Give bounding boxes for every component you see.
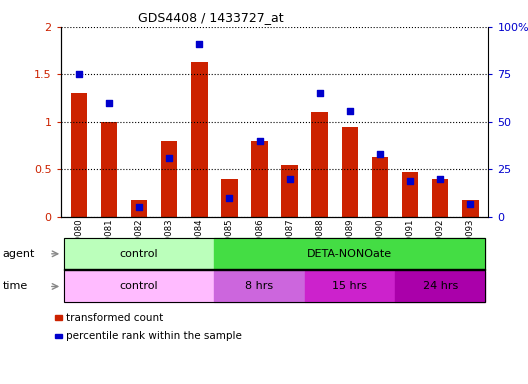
- Text: percentile rank within the sample: percentile rank within the sample: [66, 331, 242, 341]
- Text: 24 hrs: 24 hrs: [422, 281, 458, 291]
- Bar: [101, 122, 117, 217]
- Text: 8 hrs: 8 hrs: [246, 281, 274, 291]
- Bar: [221, 179, 238, 217]
- Point: [135, 204, 143, 210]
- Bar: [191, 62, 208, 217]
- Point: [346, 108, 354, 114]
- Bar: [402, 172, 418, 217]
- Bar: [251, 141, 268, 217]
- Point: [466, 200, 475, 207]
- Bar: [161, 141, 177, 217]
- Bar: [71, 93, 87, 217]
- Bar: [372, 157, 388, 217]
- Point: [225, 195, 233, 201]
- Bar: [432, 179, 448, 217]
- Point: [105, 100, 113, 106]
- Point: [286, 176, 294, 182]
- Text: agent: agent: [3, 249, 35, 259]
- Point: [406, 178, 414, 184]
- Bar: [342, 127, 358, 217]
- Point: [436, 176, 445, 182]
- Point: [316, 90, 324, 96]
- Text: transformed count: transformed count: [66, 313, 163, 323]
- Point: [195, 41, 203, 47]
- Bar: [462, 200, 478, 217]
- Point: [255, 138, 263, 144]
- Bar: [131, 200, 147, 217]
- Text: time: time: [3, 281, 28, 291]
- Bar: [312, 113, 328, 217]
- Bar: [281, 165, 298, 217]
- Point: [74, 71, 83, 78]
- Text: 15 hrs: 15 hrs: [332, 281, 367, 291]
- Text: GDS4408 / 1433727_at: GDS4408 / 1433727_at: [138, 12, 283, 25]
- Text: control: control: [120, 281, 158, 291]
- Text: control: control: [120, 249, 158, 259]
- Text: DETA-NONOate: DETA-NONOate: [307, 249, 392, 259]
- Point: [376, 151, 384, 157]
- Point: [165, 155, 173, 161]
